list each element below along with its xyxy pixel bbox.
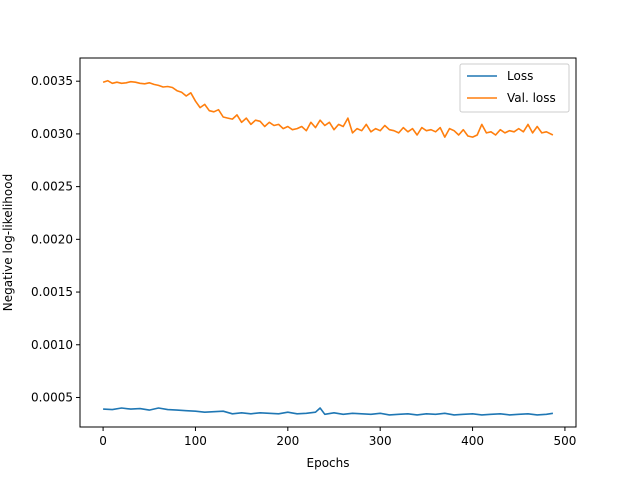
x-tick-label: 200 xyxy=(276,434,299,448)
x-tick-label: 400 xyxy=(461,434,484,448)
legend: Loss Val. loss xyxy=(459,63,570,113)
y-tick-label: 0.0025 xyxy=(31,180,73,194)
y-tick-label: 0.0015 xyxy=(31,285,73,299)
y-tick-label: 0.0030 xyxy=(31,127,73,141)
y-tick-label: 0.0035 xyxy=(31,74,73,88)
plot-frame xyxy=(79,57,577,428)
legend-label-val-loss: Val. loss xyxy=(507,91,556,105)
x-tick-label: 0 xyxy=(99,434,107,448)
y-tick-label: 0.0005 xyxy=(31,390,73,404)
y-axis-ticks: 0.0005 0.0010 0.0015 0.0020 0.0025 0.0030 0.00… xyxy=(31,74,80,404)
x-tick-label: 500 xyxy=(553,434,576,448)
legend-label-loss: Loss xyxy=(507,69,533,83)
x-tick-label: 100 xyxy=(184,434,207,448)
series-layer xyxy=(102,79,554,416)
series-line-loss xyxy=(103,407,554,416)
y-axis-label: Negative log-likelihood xyxy=(1,174,15,311)
y-tick-label: 0.0020 xyxy=(31,232,73,246)
x-axis-label: Epochs xyxy=(307,456,350,470)
plot-area xyxy=(80,58,576,427)
x-axis-ticks: 0 100 200 300 400 500 xyxy=(99,427,576,448)
x-tick-label: 300 xyxy=(369,434,392,448)
series-line-val-loss xyxy=(102,79,554,138)
y-tick-label: 0.0010 xyxy=(31,338,73,352)
